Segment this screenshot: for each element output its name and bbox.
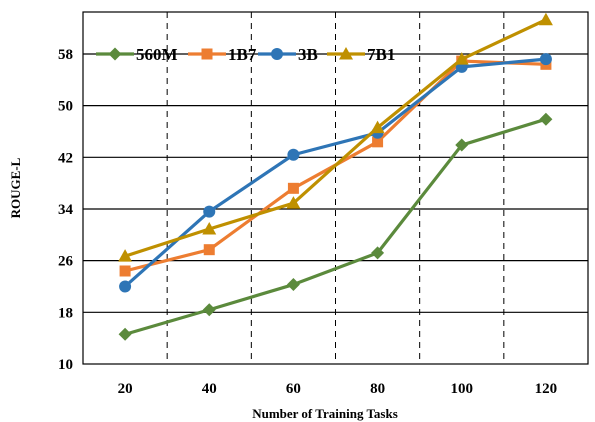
legend-label-7b1: 7B1	[367, 45, 395, 64]
legend-marker-3b	[271, 48, 283, 60]
series-line-560m	[124, 117, 547, 336]
legend-label-3b: 3B	[298, 45, 318, 64]
x-tick-label: 20	[118, 381, 133, 397]
x-axis-ticks: 20 40 60 80 100 120	[118, 381, 558, 397]
y-tick-label: 42	[58, 150, 73, 166]
data-point-7b1	[538, 12, 553, 26]
y-tick-label: 26	[58, 254, 74, 270]
x-tick-label: 60	[286, 381, 301, 397]
x-tick-label: 40	[202, 381, 217, 397]
x-tick-label: 120	[535, 381, 558, 397]
data-point-7b1	[202, 222, 217, 235]
data-point-1b7	[372, 136, 384, 148]
legend-marker-560m	[108, 47, 122, 61]
y-tick-label: 18	[58, 305, 73, 321]
data-point-7b1	[286, 196, 301, 209]
data-point-7b1	[454, 52, 469, 65]
x-tick-label: 100	[451, 381, 474, 397]
legend-label-560m: 560M	[136, 45, 178, 64]
data-point-1b7	[119, 265, 131, 277]
y-tick-label: 34	[58, 202, 74, 218]
data-point-1b7	[287, 182, 299, 194]
y-tick-label: 50	[58, 99, 73, 115]
series-line-3b	[124, 57, 547, 288]
x-axis-title: Number of Training Tasks	[252, 406, 398, 421]
data-point-3b	[287, 148, 300, 161]
data-point-560m	[286, 278, 300, 292]
data-point-560m	[118, 327, 132, 341]
data-point-3b	[203, 205, 216, 218]
data-point-560m	[539, 112, 553, 126]
data-point-3b	[539, 53, 552, 66]
y-tick-label: 10	[58, 357, 73, 373]
data-point-7b1	[118, 249, 133, 262]
legend-label-1b7: 1B7	[228, 45, 257, 64]
series-group	[118, 12, 553, 341]
data-point-3b	[119, 280, 132, 293]
data-point-560m	[455, 138, 469, 152]
y-tick-label: 58	[58, 47, 73, 63]
data-point-560m	[371, 246, 385, 260]
legend: 560M 1B7 3B 7B1	[96, 45, 395, 64]
grid-lines	[83, 12, 588, 364]
y-axis-title: ROUGE-L	[8, 157, 23, 218]
data-point-560m	[202, 303, 216, 317]
y-axis-ticks: 10 18 26 34 42 50 58	[58, 47, 74, 373]
data-point-1b7	[203, 244, 215, 256]
x-tick-label: 80	[370, 381, 385, 397]
data-point-7b1	[370, 120, 385, 134]
legend-marker-7b1	[339, 47, 353, 60]
series-line-7b1	[124, 18, 547, 258]
legend-marker-1b7	[201, 48, 213, 60]
